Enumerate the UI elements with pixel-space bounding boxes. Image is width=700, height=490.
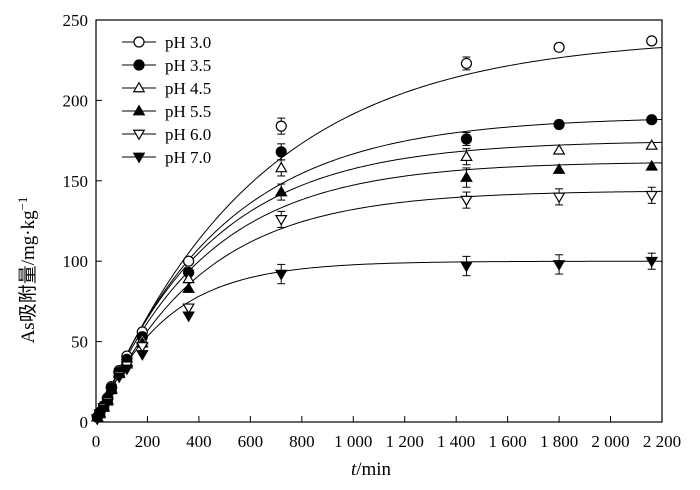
data-point: [274, 269, 288, 281]
data-point: [136, 350, 149, 361]
legend-marker: [132, 129, 146, 141]
data-point: [274, 185, 288, 197]
x-tick-label: 1 800: [540, 432, 578, 451]
legend-label: pH 5.5: [165, 102, 211, 121]
legend-marker: [133, 36, 145, 48]
legend-label: pH 4.5: [165, 79, 211, 98]
legend-marker: [132, 104, 146, 116]
data-point: [105, 387, 118, 398]
x-tick-label: 1 000: [334, 432, 372, 451]
legend-marker: [132, 81, 146, 93]
y-tick-label: 150: [63, 172, 89, 191]
y-axis-title-main: As吸附量/mg·kg: [17, 210, 39, 344]
data-point: [552, 260, 566, 271]
legend-marker: [132, 152, 146, 164]
data-point: [460, 57, 473, 70]
fit-curve: [95, 47, 663, 423]
legend-marker: [133, 59, 145, 71]
y-axis-title: As吸附量/mg·kg−1: [15, 197, 40, 344]
data-point: [182, 311, 195, 323]
x-tick-label: 400: [186, 432, 212, 451]
data-point: [553, 41, 565, 53]
data-point: [460, 133, 473, 145]
data-point: [182, 282, 195, 293]
x-tick-label: 2 000: [591, 432, 629, 451]
legend: pH 3.0 pH 3.5 pH 4.5 pH 5.5 pH 6.0 pH 7.0: [122, 33, 211, 167]
x-tick-label: 1 400: [437, 432, 475, 451]
error-bars: [277, 56, 656, 285]
data-point: [460, 195, 473, 207]
legend-label: pH 7.0: [165, 148, 211, 167]
data-point: [645, 138, 659, 150]
data-point: [274, 161, 288, 173]
x-tick-label: 800: [289, 432, 315, 451]
data-points: [90, 35, 659, 426]
y-tick-label: 0: [80, 413, 89, 432]
data-point: [183, 255, 195, 267]
y-tick-label: 50: [71, 333, 88, 352]
y-tick-label: 200: [63, 91, 89, 110]
data-point: [552, 143, 566, 155]
fit-curve: [95, 260, 662, 423]
data-point: [645, 190, 659, 202]
data-point: [460, 171, 473, 182]
axes: 0 200 400 600 800 1 000 1 200 1 400 1 600 1 800 2 …: [63, 11, 682, 451]
x-axis-title-italic: t: [351, 459, 357, 480]
data-point: [552, 163, 566, 174]
legend-label: pH 3.5: [165, 56, 211, 75]
x-tick-label: 2 200: [643, 432, 681, 451]
data-point: [275, 146, 287, 158]
x-tick-label: 600: [238, 432, 264, 451]
data-point: [460, 150, 473, 162]
data-point: [645, 159, 659, 171]
x-tick-label: 200: [135, 432, 161, 451]
data-point: [97, 404, 111, 416]
data-point: [460, 261, 473, 273]
data-point: [182, 303, 195, 315]
y-tick-label: 100: [63, 252, 89, 271]
data-point: [120, 364, 134, 376]
data-point: [274, 215, 288, 226]
data-point: [552, 192, 566, 204]
x-axis-title: t/min: [351, 459, 392, 480]
y-tick-label: 250: [63, 11, 89, 30]
data-point: [646, 35, 658, 47]
data-point: [136, 342, 149, 353]
data-point: [112, 372, 126, 384]
data-point: [646, 114, 658, 126]
legend-label: pH 3.0: [165, 33, 211, 52]
fit-curve: [95, 141, 663, 423]
plot-frame: [95, 19, 663, 423]
x-tick-label: 0: [92, 432, 101, 451]
data-point: [553, 118, 565, 131]
data-point: [645, 256, 659, 268]
data-point: [275, 120, 287, 132]
legend-label: pH 6.0: [165, 125, 211, 144]
x-tick-label: 1 600: [489, 432, 527, 451]
y-axis-title-sup: −1: [15, 197, 30, 211]
data-point: [101, 398, 114, 410]
x-axis-title-unit: /min: [356, 459, 391, 480]
x-tick-label: 1 200: [386, 432, 424, 451]
